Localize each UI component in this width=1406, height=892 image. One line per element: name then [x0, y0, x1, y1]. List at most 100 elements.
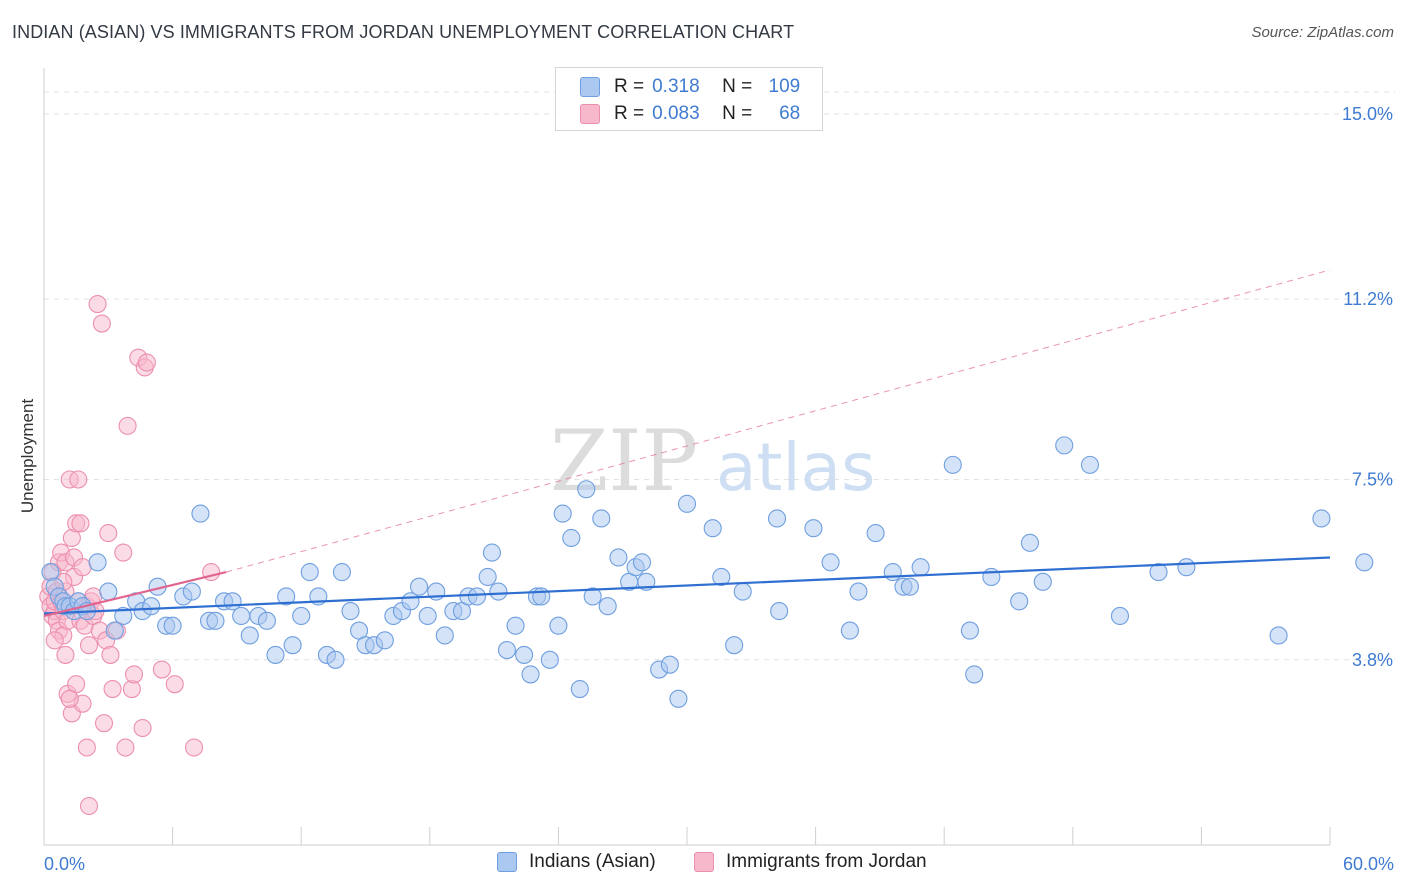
indian-point [1080, 455, 1099, 474]
x-tick-min: 0.0% [44, 854, 85, 874]
watermark: ZIP atlas [550, 412, 876, 510]
indian-point [562, 528, 581, 548]
indian-point [960, 621, 979, 640]
jordan-point [92, 314, 111, 333]
jordan-point [137, 353, 156, 372]
indian-point [182, 582, 201, 601]
indian-point [849, 582, 868, 601]
correlation-legend: R = 0.318 N = 109 R = 0.083 N = 68 [555, 67, 823, 131]
indian-point [1055, 436, 1074, 455]
indian-point [570, 680, 589, 699]
series-swatch-pink [694, 852, 714, 872]
series-legend-jordan-label: Immigrants from Jordan [726, 851, 927, 872]
jordan-point [69, 470, 88, 489]
legend-n-value: 68 [779, 103, 801, 124]
indian-point [1177, 558, 1196, 577]
jordan-points [39, 295, 221, 816]
indian-point [1020, 533, 1039, 552]
series-legend: Indians (Asian) Immigrants from Jordan [0, 851, 1406, 877]
indian-point [540, 650, 559, 669]
legend-swatch-pink [580, 104, 600, 124]
indian-point [341, 602, 360, 621]
indian-point [632, 553, 652, 572]
jordan-point [73, 558, 92, 577]
indian-point [326, 650, 345, 669]
jordan-point [77, 738, 96, 757]
legend-r-value: 0.318 [652, 76, 700, 97]
indian-point [866, 524, 885, 543]
indian-point [733, 582, 752, 601]
indian-point [401, 592, 420, 611]
indian-point [478, 567, 497, 587]
indian-point [553, 504, 572, 523]
chart-source: Source: ZipAtlas.com [1251, 24, 1394, 41]
jordan-point [118, 416, 137, 435]
indian-point [712, 567, 731, 587]
jordan-point [56, 645, 75, 664]
indian-point [435, 626, 454, 645]
jordan-point [116, 738, 135, 757]
indian-point [277, 587, 296, 606]
indian-point [943, 455, 962, 474]
indian-point [1355, 553, 1374, 572]
indian-point [549, 616, 568, 635]
indian-point [114, 606, 133, 625]
legend-n-value: 109 [768, 76, 801, 97]
y-tick-labels: 3.8% 7.5% 11.2% 15.0% [1342, 104, 1393, 670]
jordan-point [114, 543, 133, 562]
chart-title: INDIAN (ASIAN) VS IMMIGRANTS FROM JORDAN… [12, 22, 795, 42]
series-swatch-blue [497, 852, 517, 872]
indian-point [266, 645, 285, 664]
indian-point [821, 553, 840, 572]
indian-point [592, 509, 611, 528]
indian-point [598, 597, 617, 616]
series-legend-jordan[interactable]: Immigrants from Jordan [694, 851, 927, 873]
indian-point [191, 504, 210, 523]
x-tick-labels: 0.0% 60.0% [44, 854, 1394, 874]
jordan-point [184, 738, 204, 757]
indian-point [232, 606, 251, 625]
indian-point [467, 587, 487, 606]
indian-point [105, 621, 124, 640]
indian-point [223, 592, 242, 611]
indian-point [99, 582, 118, 601]
watermark-zip: ZIP [550, 412, 698, 510]
axes [43, 68, 1331, 846]
jordan-point [152, 660, 171, 679]
jordan-point [99, 524, 118, 543]
indian-point [677, 494, 697, 513]
indian-point [332, 563, 351, 582]
indian-point [142, 597, 161, 616]
jordan-point [101, 645, 120, 664]
indian-point [506, 616, 525, 635]
jordan-point [79, 796, 99, 816]
indian-point [489, 582, 508, 601]
indian-point [300, 563, 319, 582]
indian-point [1312, 509, 1331, 528]
indian-point [770, 602, 789, 621]
indian-trend-line [43, 556, 1331, 615]
indian-point [283, 636, 302, 655]
jordan-point [60, 689, 79, 708]
jordan-point [165, 675, 184, 694]
legend-row-jordan: R = 0.083 N = 68 [556, 100, 800, 128]
jordan-point [45, 631, 64, 650]
y-tick-label: 3.8% [1352, 650, 1393, 670]
jordan-point [94, 714, 114, 733]
trend-lines [43, 269, 1331, 618]
indian-point [660, 655, 679, 674]
indian-point [1010, 592, 1029, 611]
jordan-point [103, 680, 122, 699]
legend-r-value: 0.083 [652, 103, 700, 124]
y-tick-label: 7.5% [1352, 469, 1393, 489]
series-legend-indian[interactable]: Indians (Asian) [497, 851, 656, 873]
y-tick-label: 11.2% [1343, 289, 1393, 309]
indian-point [521, 665, 540, 684]
indian-point [497, 641, 517, 660]
jordan-point [88, 295, 107, 314]
indian-point [240, 626, 259, 645]
jordan-point [79, 636, 99, 655]
indian-point [583, 587, 602, 606]
legend-r-label: R = [614, 76, 645, 97]
indian-point [669, 689, 688, 708]
